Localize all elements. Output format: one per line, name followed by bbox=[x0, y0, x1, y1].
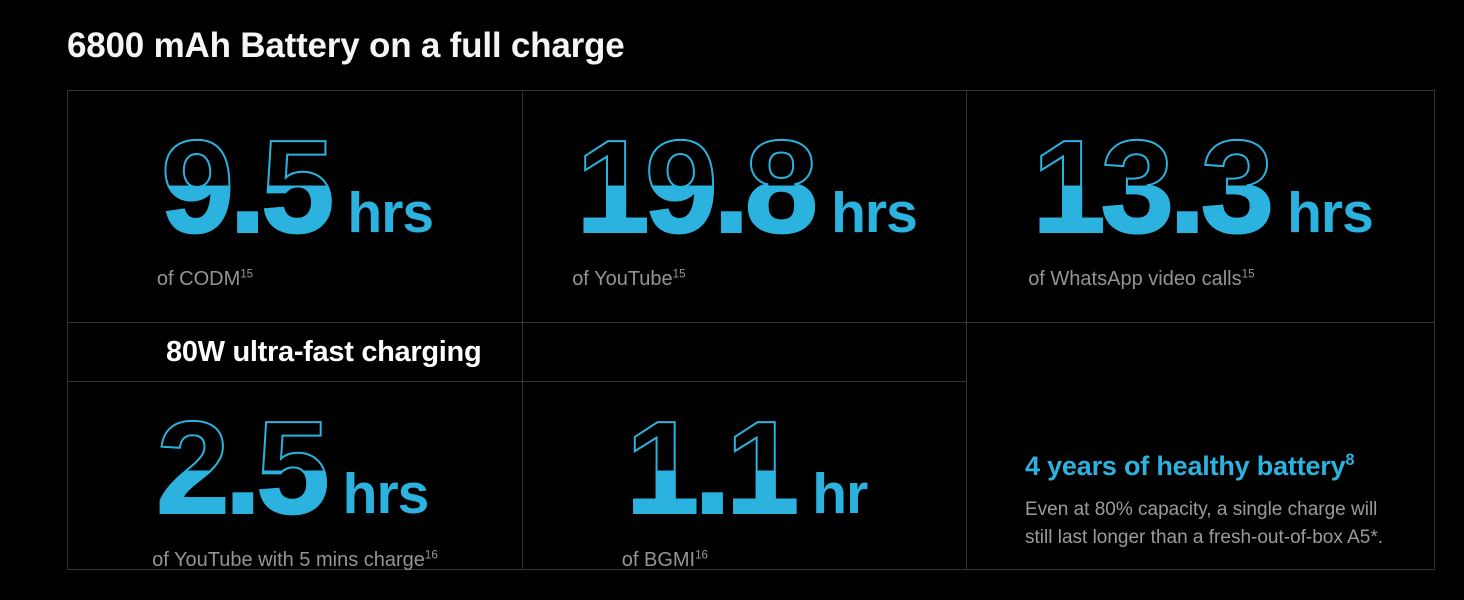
stat-label-text-bgmi: of BGMI bbox=[621, 549, 696, 572]
stat-codm-value-line: 9.5 hrs bbox=[157, 120, 434, 254]
stat-cell-youtube: 19.8 hrs of YouTube15 bbox=[523, 91, 967, 324]
stat-youtube-quick: 2.5 hrs of YouTube with 5 mins charge16 bbox=[152, 401, 438, 573]
battery-health-heading-text: 4 years of healthy battery bbox=[1025, 451, 1346, 482]
stat-label-bgmi: of BGMI16 bbox=[622, 548, 868, 573]
stat-bgmi: 1.1 hr of BGMI16 bbox=[622, 401, 869, 573]
stat-footnote-bgmi: 16 bbox=[695, 548, 709, 562]
stat-label-youtube-quick: of YouTube with 5 mins charge16 bbox=[152, 548, 438, 573]
stat-value-codm: 9.5 bbox=[157, 120, 335, 254]
stat-unit-bgmi: hr bbox=[812, 462, 868, 527]
stat-unit-youtube-quick: hrs bbox=[342, 462, 430, 527]
battery-health-body-line2: still last longer than a fresh-out-of-bo… bbox=[1025, 526, 1384, 548]
stat-unit-codm: hrs bbox=[347, 181, 434, 246]
stat-value-bgmi: 1.1 bbox=[622, 401, 800, 535]
stat-value-youtube-quick: 2.5 bbox=[152, 401, 330, 535]
stat-footnote-whatsapp: 15 bbox=[1241, 267, 1255, 281]
stat-cell-youtube-quick: 2.5 hrs of YouTube with 5 mins charge16 bbox=[68, 382, 523, 571]
battery-health-heading: 4 years of healthy battery8 bbox=[1025, 451, 1404, 482]
stat-unit-whatsapp: hrs bbox=[1287, 181, 1374, 246]
stat-footnote-youtube-quick: 16 bbox=[424, 548, 438, 562]
stat-value-youtube: 19.8 bbox=[572, 120, 819, 254]
stat-label-text-whatsapp: of WhatsApp video calls bbox=[1028, 268, 1242, 291]
stat-whatsapp-value-line: 13.3 hrs bbox=[1028, 120, 1374, 254]
stat-whatsapp: 13.3 hrs of WhatsApp video calls15 bbox=[1028, 120, 1374, 292]
battery-health-footnote: 8 bbox=[1345, 451, 1355, 470]
stat-cell-bgmi: 1.1 hr of BGMI16 bbox=[523, 382, 967, 571]
battery-stats-grid: 9.5 hrs of CODM15 19.8 hrs of YouTube15 bbox=[67, 90, 1435, 571]
stat-unit-youtube: hrs bbox=[831, 181, 918, 246]
stat-label-codm: of CODM15 bbox=[157, 267, 433, 292]
charging-banner-label: 80W ultra-fast charging bbox=[166, 335, 482, 368]
stat-youtube-value-line: 19.8 hrs bbox=[572, 120, 918, 254]
stat-label-text-youtube-quick: of YouTube with 5 mins charge bbox=[152, 549, 425, 572]
stat-bgmi-value-line: 1.1 hr bbox=[622, 401, 868, 535]
battery-section: 6800 mAh Battery on a full charge 9.5 hr… bbox=[67, 26, 1435, 571]
stat-footnote-codm: 15 bbox=[240, 267, 254, 281]
battery-health-body-line1: Even at 80% capacity, a single charge wi… bbox=[1025, 499, 1378, 521]
stat-value-whatsapp: 13.3 bbox=[1028, 120, 1275, 254]
stat-label-text-youtube: of YouTube bbox=[572, 268, 673, 291]
page-title: 6800 mAh Battery on a full charge bbox=[67, 26, 625, 65]
battery-health-body: Even at 80% capacity, a single charge wi… bbox=[1025, 496, 1404, 551]
charging-banner-cell: 80W ultra-fast charging bbox=[68, 323, 523, 383]
stat-cell-whatsapp: 13.3 hrs of WhatsApp video calls15 bbox=[967, 91, 1434, 324]
battery-health-cell: 4 years of healthy battery8 Even at 80% … bbox=[967, 323, 1434, 570]
stat-youtube: 19.8 hrs of YouTube15 bbox=[572, 120, 918, 292]
stat-cell-codm: 9.5 hrs of CODM15 bbox=[68, 91, 523, 324]
empty-cell bbox=[523, 323, 967, 383]
stat-youtube-quick-value-line: 2.5 hrs bbox=[152, 401, 438, 535]
stat-label-text-codm: of CODM bbox=[156, 268, 241, 291]
stat-codm: 9.5 hrs of CODM15 bbox=[157, 120, 434, 292]
stat-footnote-youtube: 15 bbox=[672, 267, 686, 281]
stat-label-whatsapp: of WhatsApp video calls15 bbox=[1028, 267, 1373, 292]
stat-label-youtube: of YouTube15 bbox=[572, 267, 917, 292]
